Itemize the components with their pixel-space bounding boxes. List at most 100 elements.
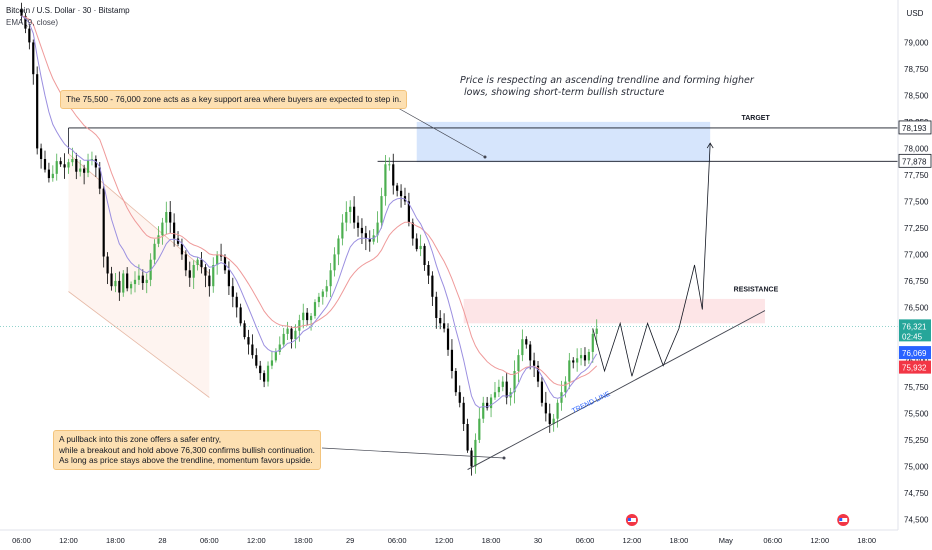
candle-body bbox=[192, 265, 195, 278]
candles bbox=[20, 2, 598, 476]
x-tick-label: 06:00 bbox=[576, 536, 595, 545]
flag-icon-stripe bbox=[627, 518, 636, 522]
candle-body bbox=[309, 315, 313, 321]
candle-body bbox=[376, 222, 379, 236]
candle-body bbox=[579, 355, 583, 359]
x-tick-label: 06:00 bbox=[12, 536, 31, 545]
candle-body bbox=[333, 254, 336, 271]
candle-body bbox=[153, 243, 156, 260]
candle-body bbox=[533, 360, 536, 366]
candle-body bbox=[235, 296, 238, 308]
candle-body bbox=[55, 161, 58, 174]
candle-body bbox=[587, 351, 590, 361]
candle-body bbox=[251, 344, 254, 356]
red-price-label-bg bbox=[899, 360, 931, 374]
candle-body bbox=[466, 424, 469, 451]
y-tick-label: 78,000 bbox=[904, 144, 929, 153]
candle-body bbox=[20, 9, 23, 16]
candle-body bbox=[169, 212, 172, 223]
candle-body bbox=[521, 339, 524, 356]
candle-body bbox=[415, 238, 418, 250]
candle-body bbox=[540, 381, 544, 403]
entry-note-line1: A pullback into this zone offers a safer… bbox=[59, 434, 222, 444]
candle-body bbox=[576, 358, 579, 363]
x-tick-label: 18:00 bbox=[106, 536, 125, 545]
candle-body bbox=[462, 402, 465, 424]
candle-body bbox=[407, 201, 410, 223]
level-2-price-frame bbox=[898, 153, 932, 168]
candle-body bbox=[564, 381, 567, 393]
x-tick-label: 12:00 bbox=[247, 536, 266, 545]
candle-body bbox=[216, 254, 219, 265]
entry-note-line2: while a breakout and hold above 76,300 c… bbox=[59, 444, 315, 455]
candle-body bbox=[286, 328, 289, 334]
price-axis-bg bbox=[898, 0, 932, 550]
ema-line bbox=[21, 15, 598, 409]
target-price-label: 78,193 bbox=[902, 124, 927, 133]
support-note-connector bbox=[397, 107, 486, 158]
candle-body bbox=[529, 344, 532, 361]
candle-body bbox=[47, 169, 51, 179]
channel-lower-line bbox=[68, 291, 210, 398]
support-note: The 75,500 - 76,000 zone acts as a key s… bbox=[60, 90, 408, 109]
trend-line bbox=[467, 310, 766, 470]
y-tick-label: 77,500 bbox=[904, 197, 929, 206]
candle-body bbox=[552, 418, 555, 424]
candle-body bbox=[39, 148, 43, 159]
x-tick-label: 12:00 bbox=[59, 536, 78, 545]
y-tick-label: 77,000 bbox=[904, 250, 929, 259]
candle-body bbox=[51, 173, 54, 179]
current-price-label-bg bbox=[899, 319, 931, 342]
resistance-label: RESISTANCE bbox=[734, 287, 779, 294]
candle-body bbox=[86, 160, 90, 173]
candle-body bbox=[32, 42, 35, 75]
candle-body bbox=[63, 164, 66, 168]
candle-body bbox=[313, 302, 317, 316]
candle-body bbox=[129, 284, 133, 289]
chart-title: Bitcoin / U.S. Dollar · 30 · Bitstamp bbox=[6, 6, 130, 15]
x-tick-label: 06:00 bbox=[763, 536, 782, 545]
candle-body bbox=[188, 270, 191, 278]
candle-body bbox=[302, 312, 305, 321]
level-2-price-label: 77,878 bbox=[902, 157, 927, 166]
candle-body bbox=[513, 371, 516, 393]
x-tick-label: 06:00 bbox=[200, 536, 219, 545]
current-price-label: 76,321 bbox=[902, 322, 927, 331]
candle-body bbox=[24, 15, 27, 29]
candle-body bbox=[294, 330, 297, 340]
candle-body bbox=[255, 355, 258, 366]
entry-note: A pullback into this zone offers a safer… bbox=[53, 430, 321, 470]
ema-price-label: 76,069 bbox=[902, 349, 927, 358]
trend-note-line1: Price is respecting an ascending trendli… bbox=[460, 75, 754, 86]
candle-body bbox=[133, 279, 137, 285]
candle-body bbox=[364, 233, 367, 239]
candle-body bbox=[399, 190, 403, 197]
candle-body bbox=[396, 185, 399, 191]
candle-body bbox=[180, 243, 184, 255]
x-tick-label: 29 bbox=[346, 536, 354, 545]
candle-body bbox=[239, 307, 242, 324]
currency-label: USD bbox=[907, 9, 924, 18]
target-label: TARGET bbox=[741, 115, 770, 122]
x-tick-label: 12:00 bbox=[435, 536, 454, 545]
ema-price-label-bg bbox=[899, 346, 931, 360]
candle-body bbox=[392, 164, 395, 186]
candle-body bbox=[446, 328, 450, 350]
candle-body bbox=[184, 254, 187, 271]
x-tick-label: 18:00 bbox=[857, 536, 876, 545]
candle-body bbox=[176, 238, 180, 244]
flag-icon-stripe bbox=[839, 518, 848, 522]
candle-body bbox=[243, 323, 246, 338]
candle-body bbox=[157, 235, 160, 244]
candle-body bbox=[79, 168, 82, 172]
y-tick-label: 75,250 bbox=[904, 436, 929, 445]
candle-body bbox=[572, 360, 575, 363]
candle-body bbox=[349, 206, 352, 212]
x-tick-label: May bbox=[719, 536, 733, 545]
y-tick-label: 74,500 bbox=[904, 515, 929, 524]
candle-body bbox=[458, 392, 461, 403]
candle-body bbox=[345, 212, 348, 223]
y-tick-label: 79,000 bbox=[904, 38, 929, 47]
entry-note-connector bbox=[321, 447, 505, 459]
x-tick-label: 30 bbox=[534, 536, 542, 545]
